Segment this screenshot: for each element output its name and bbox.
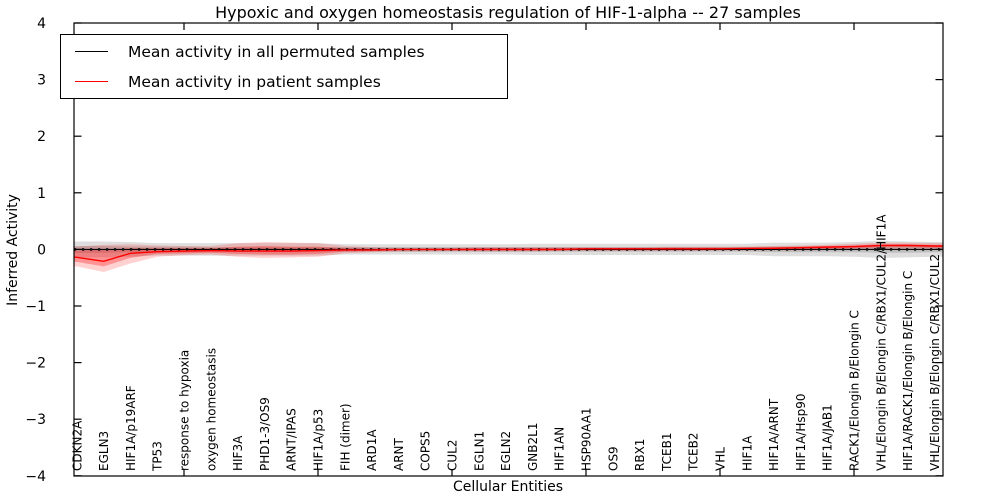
x-category-label: HIF1A/RACK1/Elongin B/Elongin C	[901, 271, 915, 471]
x-category-label: HIF1A/JAB1	[821, 404, 835, 471]
x-category-label: HIF3A	[231, 435, 245, 471]
legend-item-patient: Mean activity in patient samples	[75, 70, 507, 94]
x-axis-title: Cellular Entities	[452, 479, 564, 495]
y-tick-label: 3	[37, 73, 46, 89]
x-category-label: HSP90AA1	[580, 407, 594, 471]
x-category-label: TCEB2	[687, 433, 701, 472]
patient-line-swatch	[75, 81, 108, 82]
y-tick-labels: 4 3 2 1 0 −1 −2 −3 −4	[25, 16, 46, 485]
x-category-label: EGLN1	[472, 431, 486, 471]
x-category-labels: CDKN2A EGLN3 HIF1A/p19ARF TP53 response to h…	[70, 214, 942, 472]
y-axis-title: Inferred Activity	[5, 194, 21, 306]
x-category-label: HIF1AN	[553, 427, 567, 471]
chart-title: Hypoxic and oxygen homeostasis regulatio…	[215, 3, 801, 22]
y-tick-label: 4	[37, 16, 46, 32]
x-category-label: ARNT/IPAS	[285, 408, 299, 471]
x-category-label: FIH (dimer)	[338, 403, 352, 471]
x-category-label: VHL/Elongin B/Elongin C/RBX1/CUL2/HIF1A	[874, 214, 888, 471]
legend-box: Mean activity in all permuted samples Me…	[60, 34, 508, 99]
y-tick-label: −3	[25, 412, 46, 428]
x-category-label: HIF1A	[740, 435, 754, 471]
legend-label-patient: Mean activity in patient samples	[128, 72, 381, 91]
patient-mean-line	[74, 244, 943, 263]
x-category-label: RBX1	[633, 439, 647, 471]
confidence-bands	[74, 240, 943, 273]
x-category-label: HIF1A/p19ARF	[124, 385, 138, 471]
y-tick-label: −1	[25, 299, 46, 315]
x-category-label: response to hypoxia	[178, 350, 192, 471]
x-category-label: GNB2L1	[526, 423, 540, 471]
x-category-label: ARD1A	[365, 429, 379, 471]
x-category-label: PHD1-3/OS9	[258, 397, 272, 471]
x-category-label: VHL/Elongin B/Elongin C/RBX1/CUL2	[928, 254, 942, 471]
y-tick-label: 1	[37, 186, 46, 202]
x-category-label: TCEB1	[660, 433, 674, 472]
legend-item-permuted: Mean activity in all permuted samples	[75, 40, 507, 64]
x-category-label: VHL	[714, 447, 728, 471]
x-category-label: COPS5	[419, 431, 433, 471]
y-tick-label: −2	[25, 356, 46, 372]
y-tick-label: 2	[37, 129, 46, 145]
x-category-label: TP53	[151, 441, 165, 472]
x-category-label: OS9	[606, 446, 620, 471]
x-category-label: CUL2	[446, 440, 460, 471]
x-category-label: oxygen homeostasis	[204, 348, 218, 471]
x-category-label: HIF1A/p53	[312, 409, 326, 471]
x-category-label: HIF1A/ARNT	[767, 398, 781, 471]
permuted-line-swatch	[75, 51, 108, 52]
y-tick-label: 0	[37, 242, 46, 258]
y-tick-label: −4	[25, 469, 46, 485]
x-category-label: EGLN2	[499, 431, 513, 471]
x-category-label: EGLN3	[97, 431, 111, 471]
x-category-label: ARNT	[392, 437, 406, 471]
x-category-label: RACK1/Elongin B/Elongin C	[848, 310, 862, 471]
x-category-label: CDKN2A	[70, 420, 84, 471]
legend-label-permuted: Mean activity in all permuted samples	[128, 42, 425, 61]
x-category-label: HIF1A/Hsp90	[794, 393, 808, 471]
mean-lines	[74, 244, 943, 263]
